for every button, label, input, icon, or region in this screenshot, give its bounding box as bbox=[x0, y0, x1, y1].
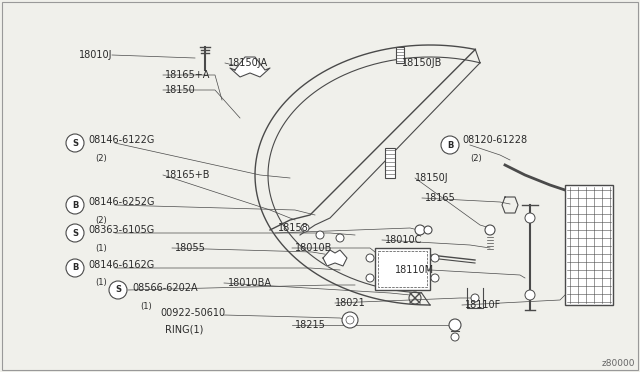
Circle shape bbox=[471, 294, 479, 302]
Text: B: B bbox=[72, 201, 78, 209]
Bar bbox=[396, 47, 404, 63]
Circle shape bbox=[301, 224, 309, 232]
Text: (2): (2) bbox=[470, 154, 482, 163]
Text: 18110M: 18110M bbox=[395, 265, 434, 275]
Circle shape bbox=[66, 196, 84, 214]
Circle shape bbox=[485, 225, 495, 235]
Circle shape bbox=[316, 231, 324, 239]
Circle shape bbox=[431, 254, 439, 262]
Text: 18150JA: 18150JA bbox=[228, 58, 268, 68]
Text: S: S bbox=[72, 228, 78, 237]
Text: 08363-6105G: 08363-6105G bbox=[88, 225, 154, 235]
Text: 18010C: 18010C bbox=[385, 235, 422, 245]
Text: 18010B: 18010B bbox=[295, 243, 332, 253]
Text: S: S bbox=[115, 285, 121, 295]
Text: 18010BA: 18010BA bbox=[228, 278, 272, 288]
Text: 18158: 18158 bbox=[278, 223, 308, 233]
Text: 18165+B: 18165+B bbox=[165, 170, 211, 180]
Polygon shape bbox=[230, 57, 270, 77]
Circle shape bbox=[449, 319, 461, 331]
Text: B: B bbox=[447, 141, 453, 150]
Text: 18150J: 18150J bbox=[415, 173, 449, 183]
Text: 08146-6122G: 08146-6122G bbox=[88, 135, 154, 145]
Text: 18150: 18150 bbox=[165, 85, 196, 95]
Circle shape bbox=[109, 281, 127, 299]
Circle shape bbox=[66, 259, 84, 277]
Text: 18165: 18165 bbox=[425, 193, 456, 203]
Circle shape bbox=[525, 213, 535, 223]
Text: (1): (1) bbox=[140, 301, 152, 311]
Text: RING(1): RING(1) bbox=[165, 325, 204, 335]
Text: 08120-61228: 08120-61228 bbox=[462, 135, 527, 145]
Text: 18021: 18021 bbox=[335, 298, 365, 308]
Text: B: B bbox=[72, 263, 78, 273]
Text: 18165+A: 18165+A bbox=[165, 70, 211, 80]
Circle shape bbox=[342, 312, 358, 328]
Bar bbox=[565, 185, 613, 305]
Bar bbox=[378, 251, 427, 287]
Text: z80000: z80000 bbox=[602, 359, 635, 368]
Text: (1): (1) bbox=[95, 244, 107, 253]
Bar bbox=[385, 148, 395, 178]
Circle shape bbox=[451, 333, 459, 341]
Text: 18010J: 18010J bbox=[79, 50, 112, 60]
Text: (2): (2) bbox=[95, 215, 107, 224]
Circle shape bbox=[441, 136, 459, 154]
Circle shape bbox=[525, 290, 535, 300]
Circle shape bbox=[336, 234, 344, 242]
Circle shape bbox=[366, 274, 374, 282]
Text: 08146-6162G: 08146-6162G bbox=[88, 260, 154, 270]
Text: 18055: 18055 bbox=[175, 243, 206, 253]
Text: 00922-50610: 00922-50610 bbox=[160, 308, 225, 318]
Text: 18215: 18215 bbox=[295, 320, 326, 330]
Circle shape bbox=[66, 224, 84, 242]
Circle shape bbox=[424, 226, 432, 234]
Text: S: S bbox=[72, 138, 78, 148]
Text: 08566-6202A: 08566-6202A bbox=[132, 283, 198, 293]
Polygon shape bbox=[323, 250, 347, 266]
Text: 18150JB: 18150JB bbox=[402, 58, 442, 68]
Text: (2): (2) bbox=[95, 154, 107, 163]
Text: 08146-6252G: 08146-6252G bbox=[88, 197, 154, 207]
Text: (1): (1) bbox=[95, 279, 107, 288]
Circle shape bbox=[66, 134, 84, 152]
Circle shape bbox=[366, 254, 374, 262]
Text: 18110F: 18110F bbox=[465, 300, 501, 310]
Circle shape bbox=[346, 316, 354, 324]
Circle shape bbox=[415, 225, 425, 235]
Circle shape bbox=[431, 274, 439, 282]
Bar bbox=[375, 248, 430, 290]
